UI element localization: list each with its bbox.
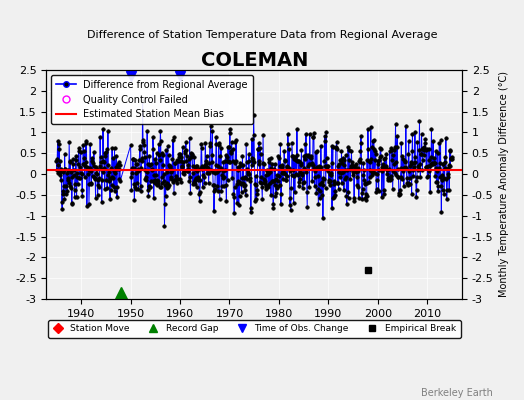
Text: Difference of Station Temperature Data from Regional Average: Difference of Station Temperature Data f…	[87, 30, 437, 40]
Legend: Station Move, Record Gap, Time of Obs. Change, Empirical Break: Station Move, Record Gap, Time of Obs. C…	[48, 320, 461, 338]
Y-axis label: Monthly Temperature Anomaly Difference (°C): Monthly Temperature Anomaly Difference (…	[499, 72, 509, 298]
Title: COLEMAN: COLEMAN	[201, 51, 308, 70]
Text: Berkeley Earth: Berkeley Earth	[421, 388, 493, 398]
